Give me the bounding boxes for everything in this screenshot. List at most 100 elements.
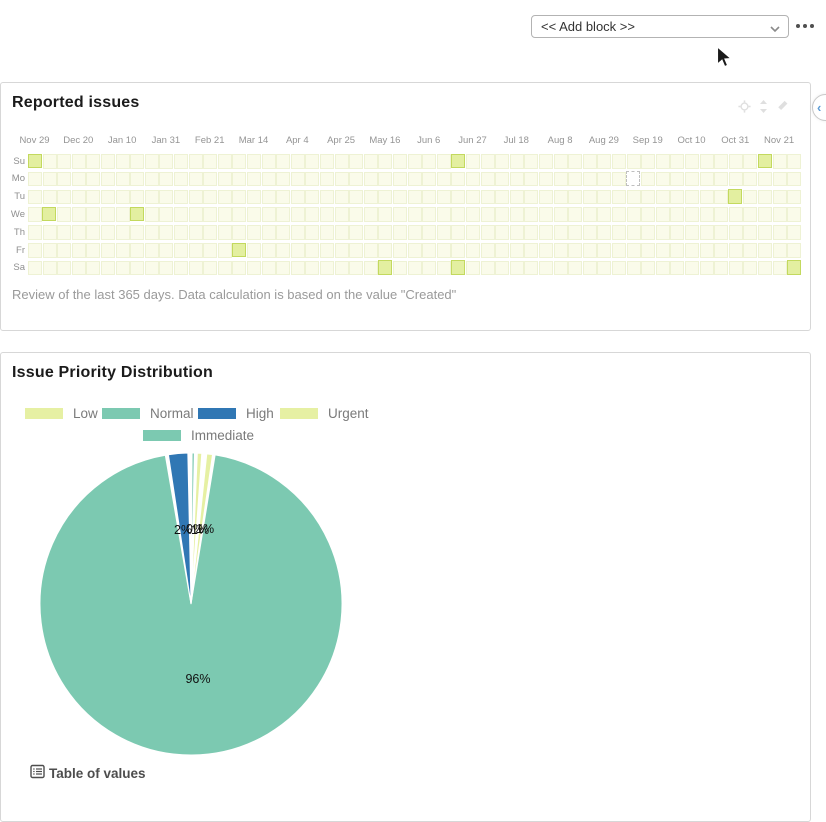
heatmap-cell[interactable]	[495, 243, 510, 258]
heatmap-cell[interactable]	[159, 225, 174, 240]
heatmap-cell[interactable]	[655, 260, 670, 276]
heatmap-cell[interactable]	[539, 225, 553, 240]
heatmap-cell[interactable]	[378, 225, 393, 240]
heatmap-cell[interactable]	[320, 225, 334, 240]
heatmap-cell[interactable]	[261, 154, 276, 169]
heatmap-cell[interactable]	[568, 154, 583, 169]
heatmap-cell[interactable]	[247, 189, 261, 205]
heatmap-cell[interactable]	[393, 243, 407, 258]
pie-slice-immediate[interactable]	[190, 452, 195, 605]
heatmap-cell[interactable]	[612, 154, 626, 169]
heatmap-cell[interactable]	[422, 189, 437, 205]
heatmap-cell[interactable]	[276, 225, 291, 240]
heatmap-cell[interactable]	[232, 154, 247, 169]
heatmap-cell[interactable]	[699, 225, 714, 240]
legend-item-immediate[interactable]: Immediate	[143, 428, 254, 443]
heatmap-cell[interactable]	[188, 243, 203, 258]
legend-item-high[interactable]: High	[198, 406, 274, 421]
heatmap-cell[interactable]	[524, 243, 539, 258]
heatmap-cell[interactable]	[247, 171, 261, 187]
heatmap-cell[interactable]	[436, 260, 451, 276]
heatmap-cell[interactable]	[772, 225, 787, 240]
heatmap-cell[interactable]	[524, 207, 539, 222]
heatmap-cell[interactable]	[787, 171, 802, 187]
heatmap-cell[interactable]	[57, 171, 72, 187]
heatmap-cell[interactable]	[42, 189, 57, 205]
heatmap-cell[interactable]	[203, 225, 218, 240]
heatmap-cell[interactable]	[466, 225, 480, 240]
heatmap-cell[interactable]	[363, 225, 378, 240]
heatmap-cell[interactable]	[758, 225, 772, 240]
heatmap-cell[interactable]	[320, 189, 334, 205]
heatmap-cell-today[interactable]	[626, 171, 641, 186]
heatmap-cell[interactable]	[393, 171, 407, 187]
heatmap-cell[interactable]	[582, 154, 597, 169]
heatmap-cell[interactable]	[378, 154, 393, 169]
heatmap-cell[interactable]	[86, 154, 101, 169]
heatmap-cell[interactable]	[101, 207, 115, 222]
heatmap-cell-marked[interactable]	[450, 260, 465, 275]
heatmap-cell[interactable]	[144, 207, 159, 222]
heatmap-cell[interactable]	[539, 207, 553, 222]
heatmap-cell[interactable]	[115, 154, 130, 169]
heatmap-cell[interactable]	[86, 225, 101, 240]
heatmap-cell[interactable]	[203, 171, 218, 187]
heatmap-cell[interactable]	[699, 260, 714, 276]
heatmap-cell[interactable]	[787, 154, 802, 169]
heatmap-cell[interactable]	[597, 154, 612, 169]
heatmap-cell[interactable]	[407, 189, 422, 205]
heatmap-cell[interactable]	[539, 189, 553, 205]
legend-item-urgent[interactable]: Urgent	[280, 406, 369, 421]
heatmap-cell[interactable]	[57, 260, 72, 276]
move-icon[interactable]	[759, 100, 768, 118]
heatmap-cell[interactable]	[685, 225, 699, 240]
heatmap-cell[interactable]	[758, 243, 772, 258]
heatmap-cell[interactable]	[217, 260, 232, 276]
heatmap-cell[interactable]	[582, 260, 597, 276]
heatmap-cell[interactable]	[247, 207, 261, 222]
heatmap-cell[interactable]	[334, 171, 349, 187]
heatmap-cell[interactable]	[495, 207, 510, 222]
heatmap-cell[interactable]	[480, 225, 495, 240]
heatmap-cell[interactable]	[509, 154, 524, 169]
heatmap-cell[interactable]	[42, 225, 57, 240]
heatmap-cell[interactable]	[188, 189, 203, 205]
heatmap-cell[interactable]	[349, 189, 364, 205]
heatmap-cell[interactable]	[115, 189, 130, 205]
heatmap-cell[interactable]	[188, 207, 203, 222]
heatmap-cell[interactable]	[407, 207, 422, 222]
heatmap-cell[interactable]	[217, 189, 232, 205]
heatmap-cell[interactable]	[670, 225, 685, 240]
heatmap-cell[interactable]	[159, 154, 174, 169]
heatmap-cell[interactable]	[320, 243, 334, 258]
heatmap-cell[interactable]	[699, 154, 714, 169]
heatmap-cell[interactable]	[466, 189, 480, 205]
heatmap-cell[interactable]	[597, 171, 612, 187]
heatmap-cell[interactable]	[714, 189, 729, 205]
heatmap-cell[interactable]	[539, 243, 553, 258]
heatmap-cell[interactable]	[144, 260, 159, 276]
heatmap-cell[interactable]	[115, 207, 130, 222]
heatmap-cell[interactable]	[568, 189, 583, 205]
heatmap-cell[interactable]	[407, 260, 422, 276]
heatmap-cell[interactable]	[670, 243, 685, 258]
heatmap-cell-marked[interactable]	[728, 189, 743, 204]
heatmap-cell[interactable]	[524, 260, 539, 276]
heatmap-cell[interactable]	[261, 225, 276, 240]
heatmap-cell[interactable]	[393, 189, 407, 205]
heatmap-cell[interactable]	[743, 207, 758, 222]
heatmap-cell[interactable]	[436, 207, 451, 222]
heatmap-cell[interactable]	[568, 260, 583, 276]
heatmap-cell-marked[interactable]	[786, 260, 801, 275]
heatmap-cell[interactable]	[144, 225, 159, 240]
heatmap-cell[interactable]	[714, 225, 729, 240]
pie-slice-urgent[interactable]	[190, 452, 203, 605]
heatmap-cell[interactable]	[232, 260, 247, 276]
heatmap-cell[interactable]	[466, 207, 480, 222]
heatmap-cell[interactable]	[276, 171, 291, 187]
heatmap-cell[interactable]	[655, 171, 670, 187]
heatmap-cell[interactable]	[203, 207, 218, 222]
heatmap-cell[interactable]	[787, 189, 802, 205]
heatmap-cell[interactable]	[378, 171, 393, 187]
heatmap-cell[interactable]	[597, 260, 612, 276]
